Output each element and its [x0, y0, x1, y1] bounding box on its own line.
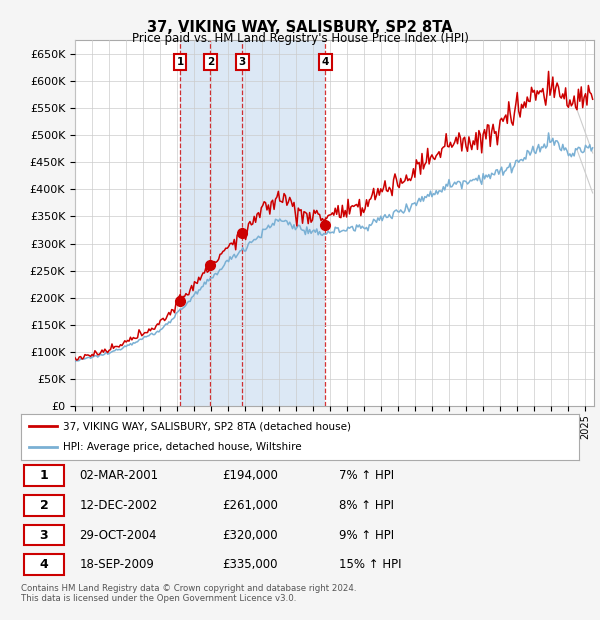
Bar	[180, 40, 325, 406]
Text: £335,000: £335,000	[222, 559, 277, 571]
FancyBboxPatch shape	[24, 525, 64, 546]
Text: Contains HM Land Registry data © Crown copyright and database right 2024.
This d: Contains HM Land Registry data © Crown c…	[21, 584, 356, 603]
Text: 37, VIKING WAY, SALISBURY, SP2 8TA: 37, VIKING WAY, SALISBURY, SP2 8TA	[147, 20, 453, 35]
Text: 18-SEP-2009: 18-SEP-2009	[80, 559, 154, 571]
Text: 1: 1	[40, 469, 48, 482]
Text: 9% ↑ HPI: 9% ↑ HPI	[339, 529, 394, 541]
Text: 29-OCT-2004: 29-OCT-2004	[80, 529, 157, 541]
Text: 4: 4	[40, 559, 48, 571]
Text: 37, VIKING WAY, SALISBURY, SP2 8TA (detached house): 37, VIKING WAY, SALISBURY, SP2 8TA (deta…	[63, 421, 351, 431]
Text: £261,000: £261,000	[222, 499, 278, 511]
Text: 8% ↑ HPI: 8% ↑ HPI	[339, 499, 394, 511]
Text: 3: 3	[239, 57, 246, 67]
Text: 7% ↑ HPI: 7% ↑ HPI	[339, 469, 394, 482]
FancyBboxPatch shape	[24, 495, 64, 516]
Text: £320,000: £320,000	[222, 529, 278, 541]
FancyBboxPatch shape	[24, 554, 64, 575]
Text: £194,000: £194,000	[222, 469, 278, 482]
Text: HPI: Average price, detached house, Wiltshire: HPI: Average price, detached house, Wilt…	[63, 443, 301, 453]
Text: 02-MAR-2001: 02-MAR-2001	[80, 469, 159, 482]
Text: 2: 2	[207, 57, 214, 67]
Text: Price paid vs. HM Land Registry's House Price Index (HPI): Price paid vs. HM Land Registry's House …	[131, 32, 469, 45]
Text: 3: 3	[40, 529, 48, 541]
Text: 12-DEC-2002: 12-DEC-2002	[80, 499, 158, 511]
Text: 15% ↑ HPI: 15% ↑ HPI	[339, 559, 401, 571]
Text: 4: 4	[322, 57, 329, 67]
FancyBboxPatch shape	[24, 465, 64, 486]
Text: 2: 2	[40, 499, 48, 511]
Text: 1: 1	[176, 57, 184, 67]
